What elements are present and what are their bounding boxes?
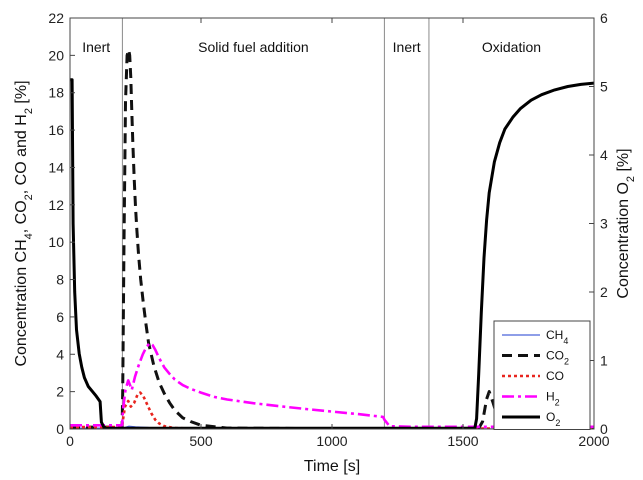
x-tick-label: 500 [189,433,213,449]
legend-label: CO [546,369,564,383]
y-right-tick-label: 4 [600,147,608,163]
y-left-tick-label: 0 [56,421,64,437]
x-tick-label: 1000 [316,433,347,449]
y-left-tick-label: 4 [56,346,64,362]
y-left-axis-title: Concentration CH4, CO2, CO and H2 [%] [13,80,35,366]
x-axis-title: Time [s] [304,458,360,475]
y-right-tick-label: 6 [600,10,608,26]
y-left-tick-label: 14 [48,159,64,175]
y-left-tick-label: 18 [48,85,64,101]
y-left-tick-label: 2 [56,384,64,400]
series-line [70,341,594,429]
y-right-axis-title: Concentration O2 [%] [615,148,637,298]
series-line [70,48,594,429]
y-left-tick-label: 16 [48,122,64,138]
y-right-tick-label: 1 [600,353,608,369]
phase-label: Oxidation [482,39,541,55]
legend-label: H2 [546,390,560,408]
series-line [70,391,594,429]
y-left-tick-label: 22 [48,10,64,26]
legend-label: O2 [546,410,560,428]
x-tick-label: 0 [66,433,74,449]
y-left-tick-label: 8 [56,272,64,288]
x-tick-label: 1500 [447,433,478,449]
phase-label: Solid fuel addition [198,39,309,55]
y-right-tick-label: 0 [600,421,608,437]
y-left-tick-label: 6 [56,309,64,325]
phase-label: Inert [82,39,110,55]
y-right-tick-label: 2 [600,284,608,300]
y-left-tick-label: 10 [48,234,64,250]
y-left-tick-label: 20 [48,47,64,63]
y-right-tick-label: 5 [600,79,608,95]
legend-label: CO2 [546,349,569,367]
y-left-tick-label: 12 [48,197,64,213]
x-tick-label: 2000 [578,433,609,449]
legend-label: CH4 [546,328,568,346]
y-right-tick-label: 3 [600,216,608,232]
phase-label: Inert [393,39,421,55]
series-line [70,78,594,429]
